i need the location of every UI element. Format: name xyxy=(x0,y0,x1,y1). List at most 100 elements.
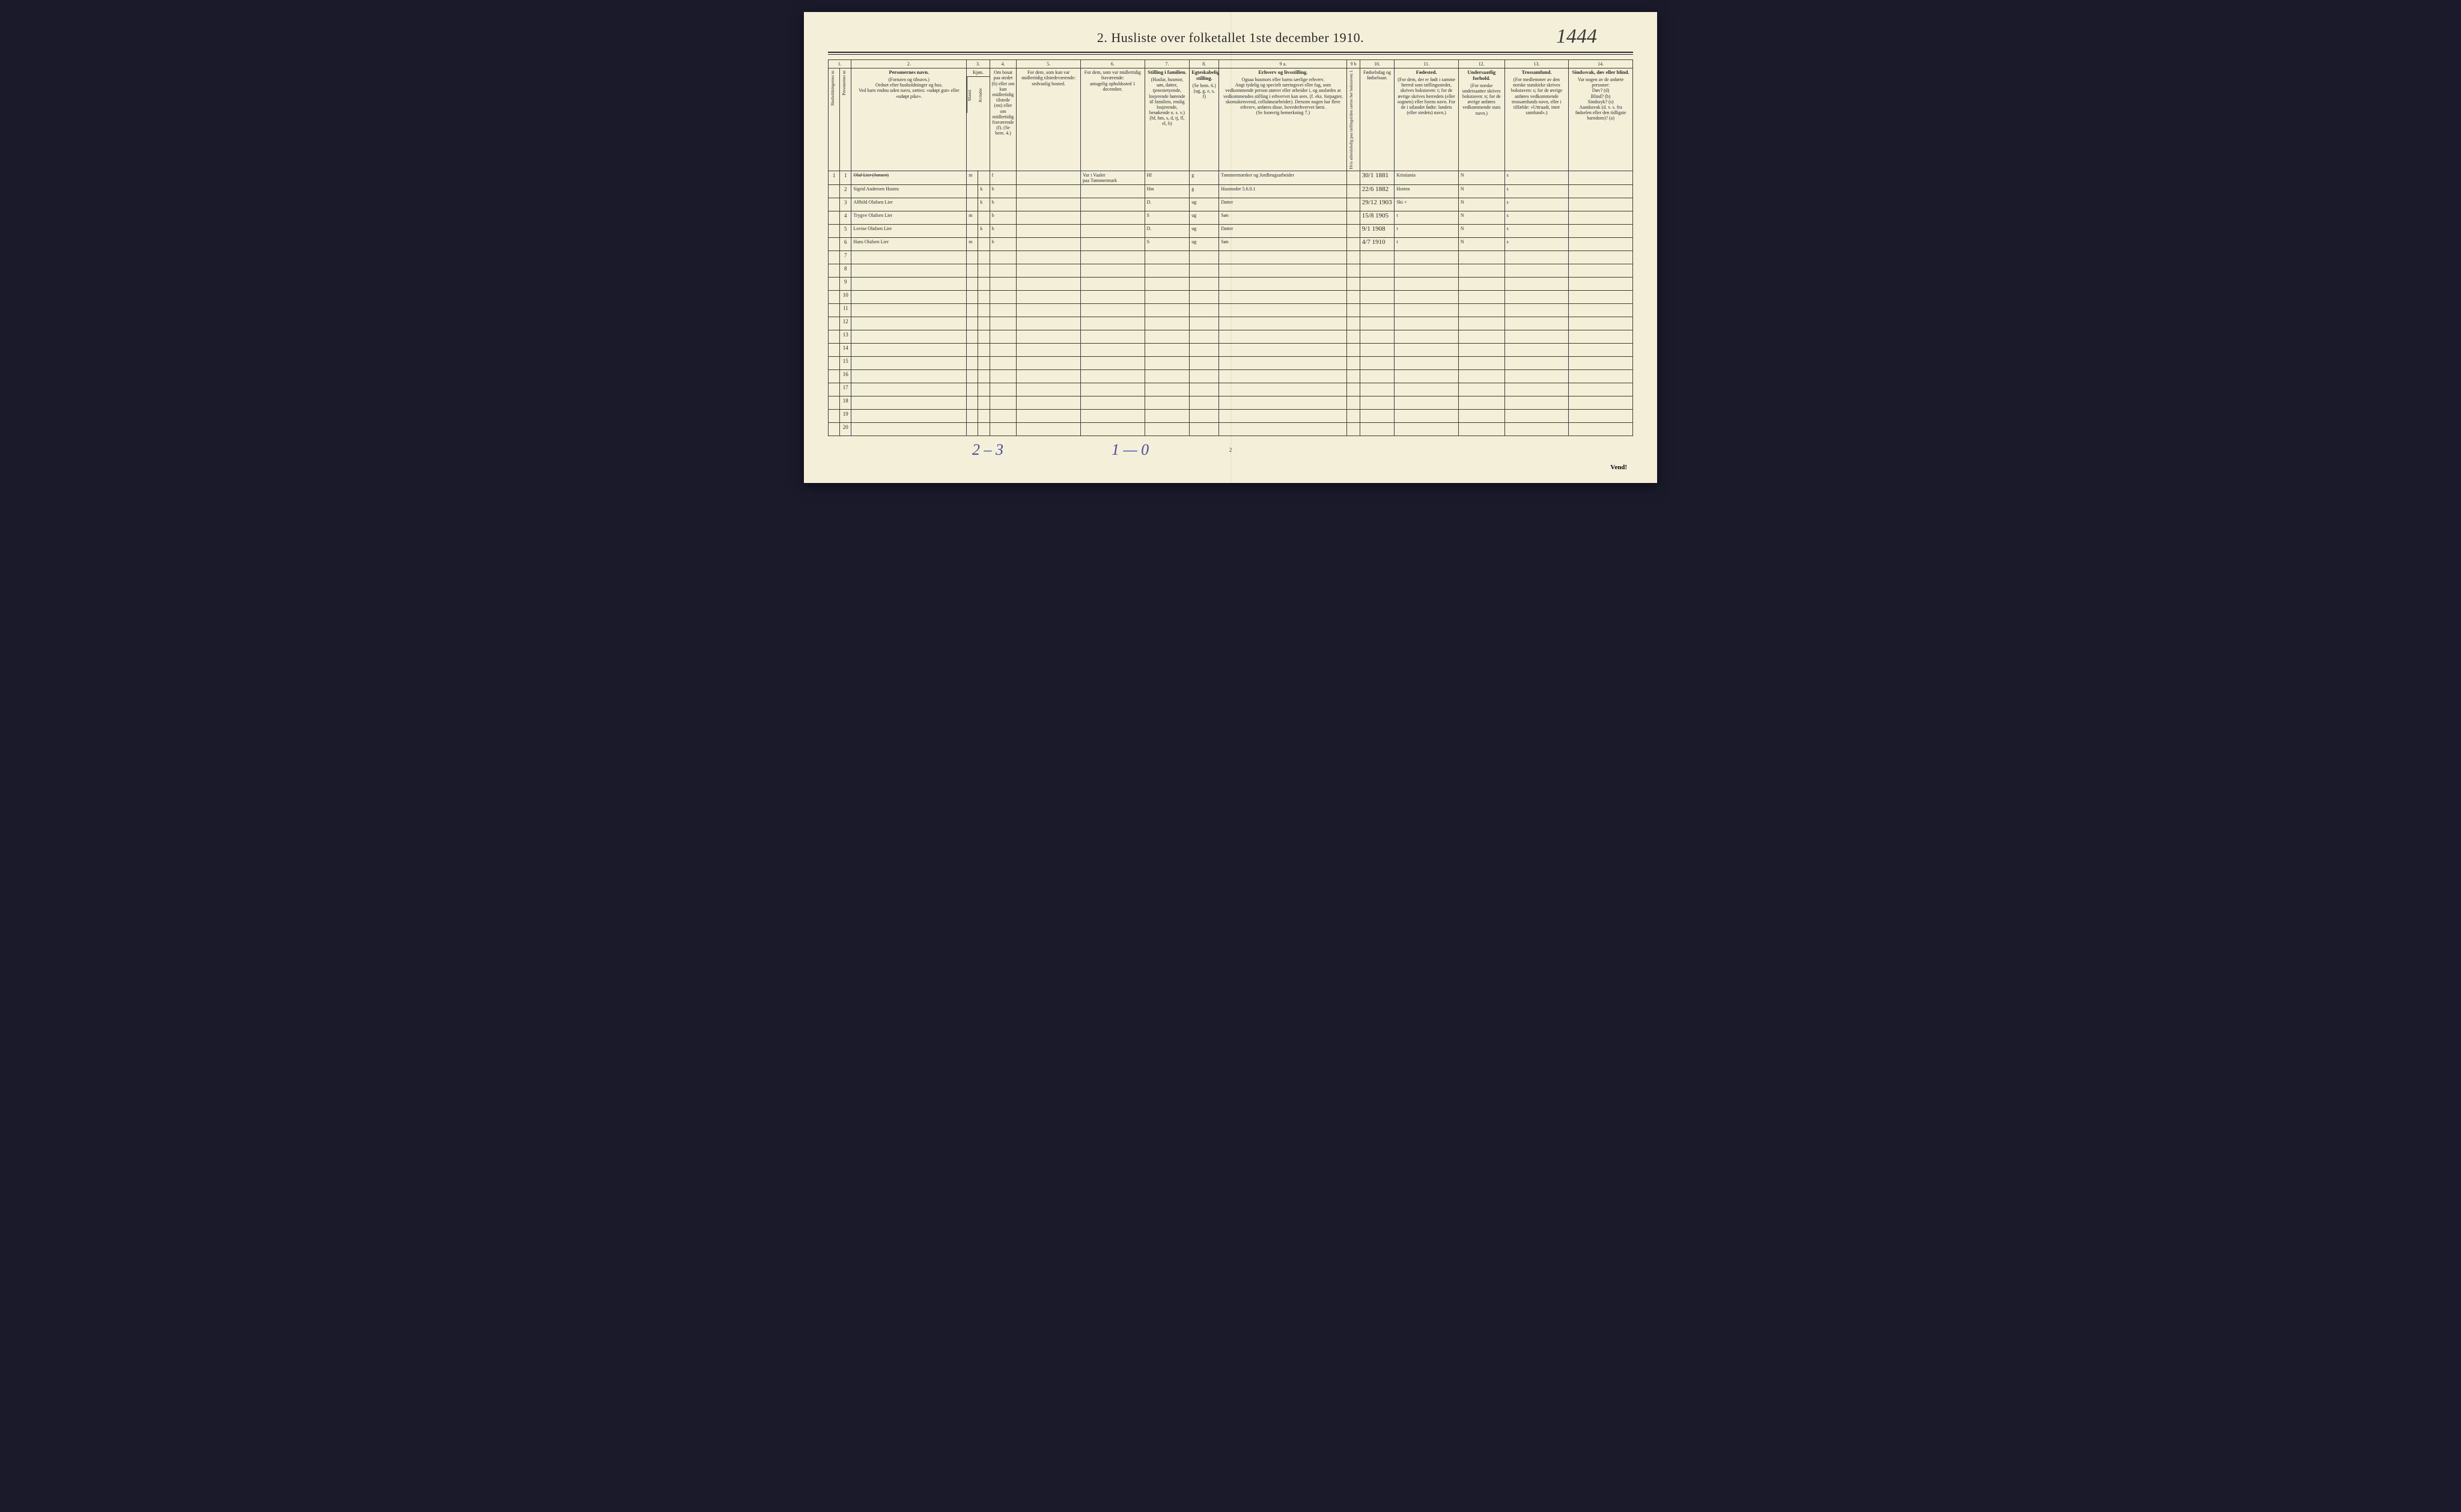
cell: 14 xyxy=(840,344,851,357)
cell xyxy=(829,370,840,383)
cell: Hans Olafsen Lier xyxy=(851,238,967,251)
cell xyxy=(1569,211,1633,225)
cell xyxy=(1458,330,1504,344)
cell: k xyxy=(978,225,990,238)
cell xyxy=(1145,396,1190,410)
cell xyxy=(829,264,840,278)
cell xyxy=(990,317,1017,330)
page-title: 2. Husliste over folketallet 1ste decemb… xyxy=(1097,30,1364,46)
cell xyxy=(1395,344,1459,357)
cell: b xyxy=(990,211,1017,225)
table-row: 2Sigrid Andersen HustrukbHmgHusmoder 5.6… xyxy=(829,185,1633,198)
cell xyxy=(967,344,978,357)
cell xyxy=(1219,317,1347,330)
cell xyxy=(1569,304,1633,317)
cell xyxy=(978,317,990,330)
cell xyxy=(1347,383,1360,396)
cell xyxy=(1395,291,1459,304)
hdr-birthplace: Fødested. (For dem, der er født i samme … xyxy=(1395,68,1459,171)
cell xyxy=(1395,251,1459,264)
cell xyxy=(851,344,967,357)
cell xyxy=(1360,304,1395,317)
cell xyxy=(1458,370,1504,383)
cell xyxy=(1458,264,1504,278)
cell xyxy=(1504,264,1569,278)
cell xyxy=(1395,264,1459,278)
cell xyxy=(1347,225,1360,238)
cell: 29/12 1903 xyxy=(1360,198,1395,211)
cell: N xyxy=(1458,211,1504,225)
colnum: 5. xyxy=(1017,60,1081,68)
cell xyxy=(1569,383,1633,396)
cell xyxy=(1504,383,1569,396)
cell xyxy=(1081,330,1145,344)
cell xyxy=(1190,410,1219,423)
cell xyxy=(1395,396,1459,410)
cell xyxy=(1569,370,1633,383)
cell: Horten xyxy=(1395,185,1459,198)
cell xyxy=(1458,291,1504,304)
cell xyxy=(990,278,1017,291)
cell xyxy=(990,264,1017,278)
cell xyxy=(1347,198,1360,211)
cell xyxy=(1395,370,1459,383)
cell xyxy=(1081,410,1145,423)
cell xyxy=(1347,238,1360,251)
cell xyxy=(1569,396,1633,410)
cell xyxy=(1569,171,1633,184)
cell xyxy=(851,357,967,370)
cell xyxy=(1347,344,1360,357)
cell xyxy=(1081,396,1145,410)
cell xyxy=(1360,330,1395,344)
hdr-person-nr: Personernes nr. xyxy=(840,68,851,171)
cell: 13 xyxy=(840,330,851,344)
cell xyxy=(1145,264,1190,278)
cell: Alfhild Olafsen Lier xyxy=(851,198,967,211)
cell xyxy=(829,185,840,198)
cell xyxy=(1458,357,1504,370)
cell: Husmoder 5.6.0.1 xyxy=(1219,185,1347,198)
cell xyxy=(967,423,978,436)
cell xyxy=(1347,370,1360,383)
cell xyxy=(1145,423,1190,436)
cell xyxy=(829,225,840,238)
cell xyxy=(1395,330,1459,344)
cell: 9/1 1908 xyxy=(1360,225,1395,238)
rule-thick xyxy=(828,52,1633,53)
hdr-temp-absent: For dem, som var midlertidig fraværende:… xyxy=(1081,68,1145,171)
note-left: 2 – 3 xyxy=(972,441,1003,459)
cell: 16 xyxy=(840,370,851,383)
cell xyxy=(829,396,840,410)
table-row: 7 xyxy=(829,251,1633,264)
cell xyxy=(1360,251,1395,264)
cell xyxy=(1504,317,1569,330)
cell: t xyxy=(1395,225,1459,238)
cell: 30/1 1881 xyxy=(1360,171,1395,184)
cell xyxy=(1017,410,1081,423)
cell xyxy=(1145,304,1190,317)
cell: 4/7 1910 xyxy=(1360,238,1395,251)
hdr-household-nr: Husholdningernes nr. xyxy=(829,68,840,171)
cell xyxy=(978,370,990,383)
cell xyxy=(1017,291,1081,304)
cell xyxy=(978,423,990,436)
cell xyxy=(1347,423,1360,436)
cell xyxy=(1190,291,1219,304)
cell: ug xyxy=(1190,238,1219,251)
cell xyxy=(1017,317,1081,330)
cell xyxy=(851,264,967,278)
cell xyxy=(1395,383,1459,396)
cell xyxy=(851,304,967,317)
cell xyxy=(1017,370,1081,383)
hdr-residence: Om bosat paa stedet (b) eller om kun mid… xyxy=(990,68,1017,171)
cell xyxy=(1347,330,1360,344)
cell xyxy=(829,291,840,304)
cell xyxy=(1190,396,1219,410)
cell xyxy=(1017,278,1081,291)
cell: ug xyxy=(1190,225,1219,238)
cell xyxy=(990,330,1017,344)
cell xyxy=(1081,304,1145,317)
cell: D. xyxy=(1145,225,1190,238)
cell xyxy=(1504,278,1569,291)
cell xyxy=(1395,410,1459,423)
